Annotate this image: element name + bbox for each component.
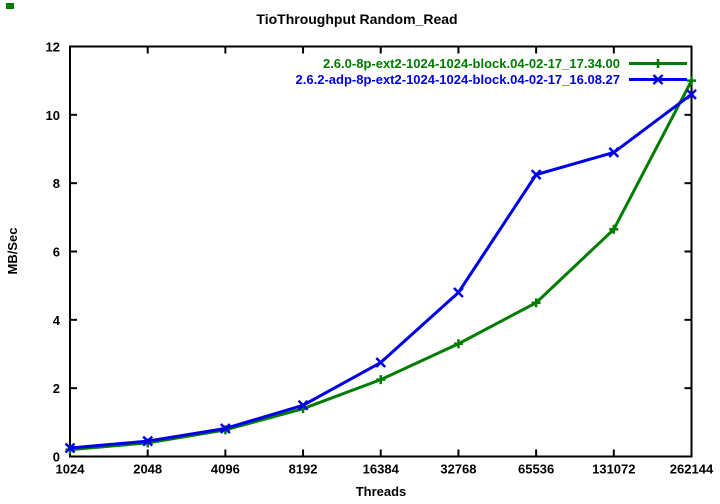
plot-border	[69, 45, 693, 458]
series-markers-1	[64, 88, 697, 454]
legend-label-0: 2.6.0-8p-ext2-1024-1024-block.04-02-17_1…	[323, 56, 620, 71]
chart-title: TioThroughput Random_Read	[256, 11, 457, 27]
legend-label-1: 2.6.2-adp-8p-ext2-1024-1024-block.04-02-…	[296, 72, 620, 87]
x-tick-label: 1024	[56, 462, 86, 477]
x-tick-label: 4096	[211, 462, 240, 477]
legend-sample-marker-0	[653, 59, 663, 68]
series-line-0	[69, 79, 693, 452]
corner-mark	[6, 3, 14, 9]
y-tick-label: 2	[53, 381, 60, 396]
y-tick-label: 8	[53, 176, 60, 191]
y-tick-label: 0	[53, 450, 60, 465]
y-tick-label: 4	[53, 313, 61, 328]
y-axis-label: MB/Sec	[5, 228, 20, 275]
x-tick-label: 2048	[133, 462, 162, 477]
x-tick-label: 262144	[670, 462, 714, 477]
x-axis-label: Threads	[356, 484, 407, 499]
plot-area: 1024 2048 4096 8192 16384 32768 65536 131072 262…	[46, 40, 714, 477]
y-tick-label: 6	[53, 245, 60, 260]
x-tick-label: 32768	[440, 462, 476, 477]
legend-sample-marker-1	[652, 74, 664, 85]
y-tick-label: 10	[46, 108, 60, 123]
x-tick-label: 8192	[289, 462, 318, 477]
series-line-1	[69, 93, 693, 450]
x-tick-label: 16384	[363, 462, 400, 477]
y-tick-label: 12	[46, 40, 60, 55]
series-markers-0	[65, 76, 696, 455]
x-tick-label: 131072	[592, 462, 635, 477]
x-tick-label: 65536	[518, 462, 554, 477]
